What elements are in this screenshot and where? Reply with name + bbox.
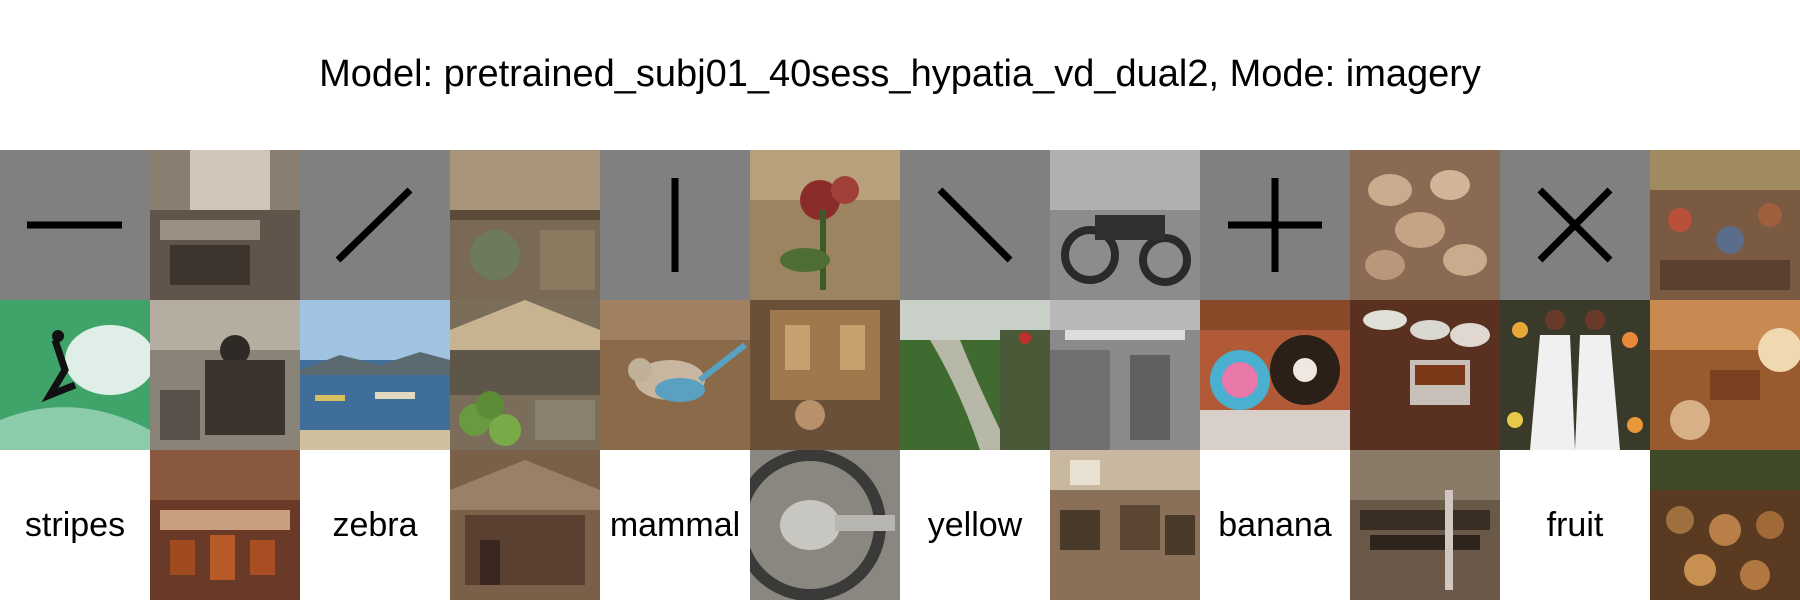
stimulus-x-cross	[1500, 150, 1650, 300]
reconstruction-steering-wheel	[750, 450, 900, 600]
reconstruction-market-produce	[450, 300, 600, 450]
reconstruction-shelf-basket	[450, 150, 600, 300]
reconstruction-image	[750, 150, 900, 300]
reconstruction-image	[300, 300, 450, 450]
reconstruction-image	[450, 300, 600, 450]
reconstruction-image	[600, 300, 750, 450]
figure-title: Model: pretrained_subj01_40sess_hypatia_…	[319, 53, 1481, 95]
stimulus-horizontal-line	[0, 150, 150, 300]
reconstruction-image	[450, 450, 600, 600]
stimulus-diagonal-back	[900, 150, 1050, 300]
reconstruction-image	[0, 300, 150, 450]
reconstruction-bright-room	[1650, 300, 1800, 450]
reconstruction-image	[1500, 300, 1650, 450]
reconstruction-lake-boats	[300, 300, 450, 450]
reconstruction-image	[150, 450, 300, 600]
word-label: yellow	[900, 450, 1050, 600]
reconstruction-chairs	[1350, 450, 1500, 600]
diagonal-forward-line-icon	[335, 187, 413, 263]
reconstruction-image	[450, 150, 600, 300]
reconstruction-floral-dresses	[1500, 300, 1650, 450]
stimulus-vertical-line	[600, 150, 750, 300]
reconstruction-food-bowls	[1650, 450, 1800, 600]
reconstruction-succulent	[1350, 150, 1500, 300]
reconstruction-image	[900, 300, 1050, 450]
reconstruction-flower	[750, 150, 900, 300]
word-label: banana	[1200, 450, 1350, 600]
reconstruction-bird	[600, 300, 750, 450]
plus-icon	[1228, 178, 1322, 272]
reconstruction-surfer	[0, 300, 150, 450]
reconstruction-glasses-table	[150, 450, 300, 600]
reconstruction-image	[1050, 300, 1200, 450]
reconstruction-image	[1350, 300, 1500, 450]
word-label: zebra	[300, 450, 450, 600]
reconstruction-image	[750, 450, 900, 600]
reconstruction-ornate-cabinet	[750, 300, 900, 450]
reconstruction-motorcycle	[1050, 150, 1200, 300]
diagonal-back-line-icon	[937, 187, 1013, 263]
reconstruction-image	[1650, 150, 1800, 300]
reconstruction-image	[1050, 450, 1200, 600]
reconstruction-wooden-hut	[450, 450, 600, 600]
word-label: fruit	[1500, 450, 1650, 600]
horizontal-line-icon	[27, 221, 122, 229]
stimulus-plus	[1200, 150, 1350, 300]
reconstruction-image	[150, 150, 300, 300]
reconstruction-donuts	[1200, 300, 1350, 450]
image-grid: stripes zebra mammal yellow banana fruit	[0, 150, 1800, 600]
reconstruction-building	[1050, 300, 1200, 450]
x-cross-icon	[1537, 187, 1613, 263]
reconstruction-image	[1200, 300, 1350, 450]
reconstruction-image	[1650, 450, 1800, 600]
reconstruction-image	[1350, 450, 1500, 600]
reconstruction-image	[1050, 150, 1200, 300]
reconstruction-crowded-room	[1650, 150, 1800, 300]
word-label: mammal	[600, 450, 750, 600]
reconstruction-image	[1350, 150, 1500, 300]
vertical-line-icon	[671, 178, 679, 272]
reconstruction-image	[150, 300, 300, 450]
reconstruction-image	[750, 300, 900, 450]
stimulus-diagonal-forward	[300, 150, 450, 300]
reconstruction-cafe-interior	[1050, 450, 1200, 600]
reconstruction-kitchen-pots	[1350, 300, 1500, 450]
reconstruction-room-sepia	[150, 150, 300, 300]
reconstruction-image	[1650, 300, 1800, 450]
reconstruction-porch-chair	[150, 300, 300, 450]
word-label: stripes	[0, 450, 150, 600]
reconstruction-river-valley	[900, 300, 1050, 450]
